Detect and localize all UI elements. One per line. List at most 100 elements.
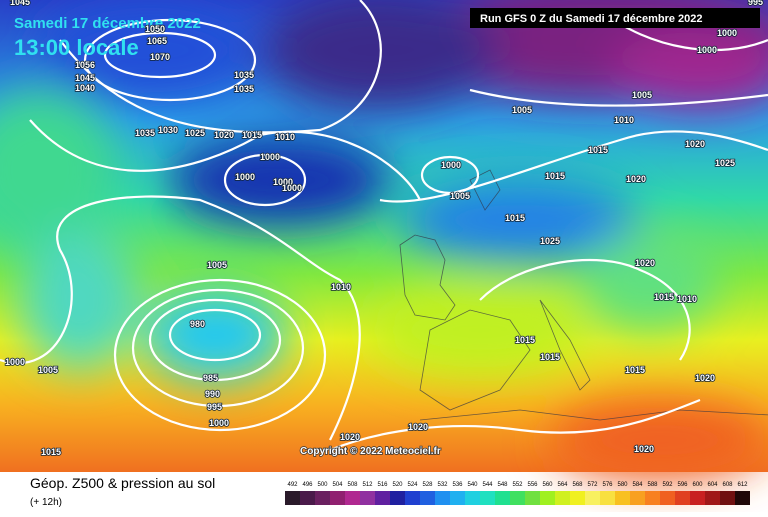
scale-label: 564 (557, 482, 568, 488)
legend-subtitle: (+ 12h) (30, 497, 62, 508)
scale-swatch (390, 491, 405, 505)
isobar-label: 1056 (75, 60, 95, 70)
isobar-label: 1025 (715, 158, 735, 168)
isobar-label: 1000 (717, 28, 737, 38)
scale-swatch (720, 491, 735, 505)
isobar-label: 1015 (545, 171, 565, 181)
isobar-label: 1010 (331, 282, 351, 292)
isobar-label: 1015 (242, 130, 262, 140)
isobar-label: 1045 (10, 0, 30, 7)
isobar-labels: 1045105010651070105610451040103510351035… (4, 0, 764, 458)
isobars (0, 0, 768, 450)
scale-label: 612 (737, 482, 748, 488)
field (0, 0, 768, 480)
isobar-label: 990 (205, 389, 220, 399)
scale-swatch (660, 491, 675, 505)
scale-swatch (495, 491, 510, 505)
scale-label: 600 (692, 482, 703, 488)
legend-title: Géop. Z500 & pression au sol (30, 475, 215, 491)
scale-swatch (480, 491, 495, 505)
isobar-label: 1010 (677, 294, 697, 304)
isobar-label: 1020 (214, 130, 234, 140)
isobar-label: 1015 (515, 335, 535, 345)
scale-label: 536 (452, 482, 463, 488)
scale-label: 532 (437, 482, 448, 488)
isobar-label: 1035 (135, 128, 155, 138)
scale-swatch (375, 491, 390, 505)
isobar-label: 995 (748, 0, 763, 7)
scale-label: 560 (542, 482, 553, 488)
scale-label: 520 (392, 482, 403, 488)
isobar-label: 1020 (340, 432, 360, 442)
scale-swatch (285, 491, 300, 505)
scale-label: 592 (662, 482, 673, 488)
isobar-label: 1010 (275, 132, 295, 142)
scale-label: 512 (362, 482, 373, 488)
scale-label: 492 (287, 482, 298, 488)
isobar-label: 1040 (75, 83, 95, 93)
scale-label: 608 (722, 482, 733, 488)
isobar-label: 1000 (441, 160, 461, 170)
legend: Géop. Z500 & pression au sol (+ 12h) 492… (30, 475, 750, 508)
isobar-label: 1000 (697, 45, 717, 55)
isobar-label: 1020 (634, 444, 654, 454)
isobar-label: 1025 (540, 236, 560, 246)
isobar-label: 1070 (150, 52, 170, 62)
run-label: Run GFS 0 Z du Samedi 17 décembre 2022 (480, 13, 703, 25)
scale-swatch (675, 491, 690, 505)
scale-swatch (315, 491, 330, 505)
scale-swatch (330, 491, 345, 505)
scale-label: 580 (617, 482, 628, 488)
isobar-label: 1050 (145, 24, 165, 34)
isobar-label: 1005 (632, 90, 652, 100)
scale-label: 500 (317, 482, 328, 488)
scale-label: 556 (527, 482, 538, 488)
isobar-label: 1005 (207, 260, 227, 270)
scale-swatch (360, 491, 375, 505)
scale-swatch (585, 491, 600, 505)
scale-swatch (615, 491, 630, 505)
isobar-label: 1065 (147, 36, 167, 46)
scale-label: 524 (407, 482, 418, 488)
isobar-label: 1020 (626, 174, 646, 184)
scale-label: 496 (302, 482, 313, 488)
copyright: Copyright © 2022 Meteociel.fr (300, 446, 441, 457)
isobar-label: 1000 (235, 172, 255, 182)
scale-label: 540 (467, 482, 478, 488)
scale-label: 588 (647, 482, 658, 488)
scale-label: 576 (602, 482, 613, 488)
isobar-label: 1030 (158, 125, 178, 135)
isobar-label: 995 (207, 402, 222, 412)
scale-swatch (435, 491, 450, 505)
scale-swatch (555, 491, 570, 505)
isobar-label: 1005 (512, 105, 532, 115)
isobar-label: 1020 (408, 422, 428, 432)
scale-swatch (345, 491, 360, 505)
scale-swatch (570, 491, 585, 505)
scale-swatch (540, 491, 555, 505)
scale-swatch (465, 491, 480, 505)
isobar-label: 1015 (540, 352, 560, 362)
scale-label: 584 (632, 482, 643, 488)
isobar-label: 1000 (282, 183, 302, 193)
isobar-label: 1010 (614, 115, 634, 125)
isobar-label: 1015 (654, 292, 674, 302)
isobar-label: 980 (190, 319, 205, 329)
scale-swatch (405, 491, 420, 505)
isobar-label: 1045 (75, 73, 95, 83)
scale-label: 596 (677, 482, 688, 488)
scale-swatch (645, 491, 660, 505)
isobar-label: 1015 (505, 213, 525, 223)
scale-swatch (690, 491, 705, 505)
scale-swatch (600, 491, 615, 505)
coastlines (399, 169, 768, 421)
isobar-label: 1000 (260, 152, 280, 162)
isobar-label: 1025 (185, 128, 205, 138)
isobar-label: 1005 (38, 365, 58, 375)
isobar-label: 1035 (234, 84, 254, 94)
scale-label: 528 (422, 482, 433, 488)
scale-swatch (510, 491, 525, 505)
time-label: 13:00 locale (14, 35, 139, 60)
scale-swatch (450, 491, 465, 505)
isobar-label: 985 (203, 373, 218, 383)
